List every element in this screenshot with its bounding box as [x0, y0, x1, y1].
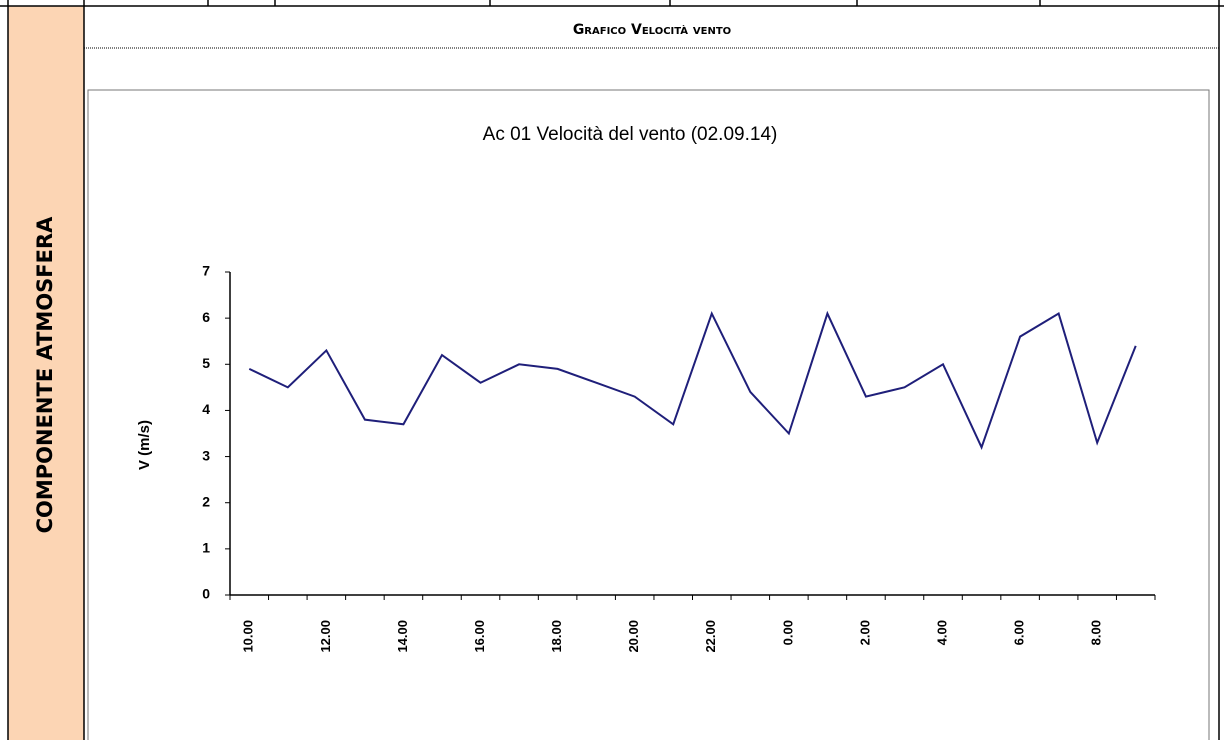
x-tick-label: 4.00: [934, 620, 949, 645]
side-label: COMPONENTE ATMOSFERA: [33, 216, 57, 534]
y-tick-label: 1: [202, 540, 210, 556]
data-line: [248, 310, 1137, 451]
x-tick-label: 12.00: [318, 620, 333, 653]
y-tick-label: 3: [202, 447, 210, 463]
chart-title: Ac 01 Velocità del vento (02.09.14): [483, 124, 778, 145]
x-tick-label: 14.00: [395, 620, 410, 653]
x-tick-label: 8.00: [1089, 620, 1104, 645]
x-tick-label: 6.00: [1012, 620, 1027, 645]
side-band: [8, 6, 84, 740]
x-tick-label: 16.00: [472, 620, 487, 653]
x-tick-label: 18.00: [549, 620, 564, 653]
x-tick-label: 22.00: [703, 620, 718, 653]
y-tick-label: 5: [202, 355, 210, 371]
chart-frame: [87, 89, 1210, 740]
y-tick-label: 6: [202, 309, 210, 325]
x-tick-label: 20.00: [626, 620, 641, 653]
y-tick-label: 2: [202, 493, 210, 509]
chart: Ac 01 Velocità del vento (02.09.14) V (m…: [136, 124, 1156, 653]
y-tick-label: 4: [202, 401, 210, 417]
y-tick-label: 0: [202, 586, 210, 602]
x-tick-label: 2.00: [857, 620, 872, 645]
x-tick-label: 10.00: [241, 620, 256, 653]
y-tick-label: 7: [202, 263, 210, 279]
section-title: Grafico Velocità vento: [573, 22, 731, 38]
x-tick-label: 0.00: [780, 620, 795, 645]
y-axis-label: V (m/s): [136, 420, 153, 470]
